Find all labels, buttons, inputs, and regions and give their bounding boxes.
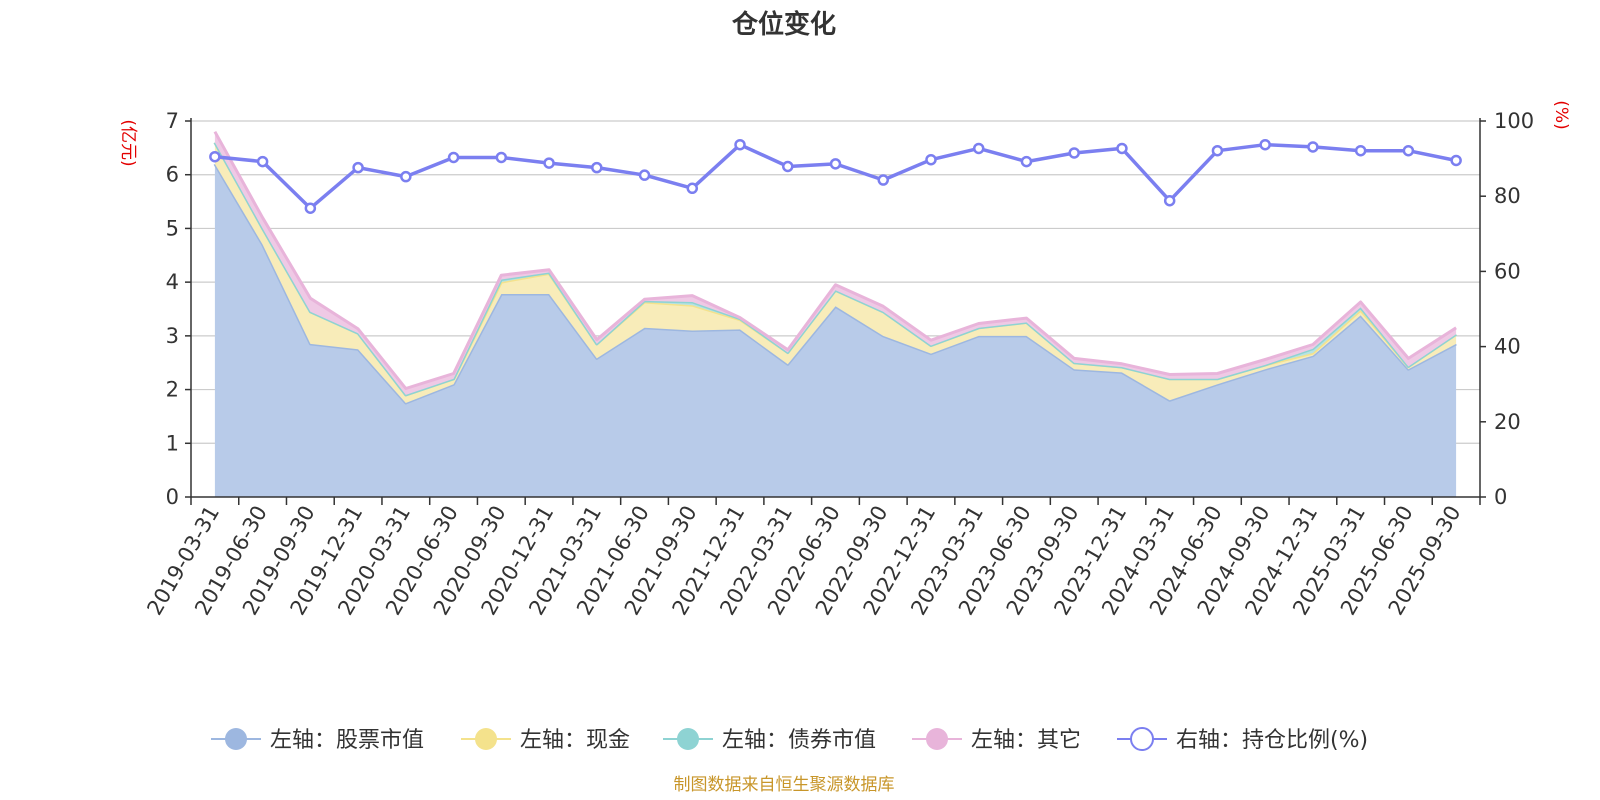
left-axis-name: (亿元)	[118, 119, 138, 166]
source-note: 制图数据来自恒生聚源数据库	[674, 775, 895, 795]
ratio-point	[1116, 142, 1128, 155]
ratio-point	[638, 169, 651, 181]
left-tick-label: 2	[166, 378, 179, 402]
ratio-point	[400, 170, 412, 183]
left-tick-label: 1	[166, 431, 179, 455]
ratio-point	[1450, 154, 1462, 167]
legend-marker	[677, 728, 699, 750]
ratio-point	[734, 138, 746, 151]
legend-label: 左轴：其它	[971, 728, 1081, 753]
ratio-point	[447, 151, 460, 164]
right-axis-name: (%)	[1551, 100, 1571, 129]
ratio-point	[1354, 144, 1367, 157]
right-tick-label: 20	[1494, 410, 1521, 434]
ratio-point	[877, 174, 889, 186]
ratio-point	[1068, 147, 1080, 159]
right-tick-label: 60	[1494, 259, 1521, 283]
ratio-point	[829, 158, 842, 170]
legend-marker	[1130, 727, 1154, 751]
ratio-point	[352, 161, 364, 174]
ratio-point	[1163, 194, 1176, 207]
area-line-左轴：其它	[213, 130, 1457, 390]
left-tick-label: 6	[166, 163, 179, 187]
ratio-point	[304, 202, 317, 214]
right-tick-label: 80	[1494, 184, 1521, 208]
ratio-point	[686, 182, 699, 195]
ratio-point	[543, 157, 555, 169]
ratio-point	[591, 161, 603, 174]
left-tick-label: 3	[166, 324, 179, 348]
ratio-point	[209, 150, 221, 163]
ratio-point	[256, 155, 269, 168]
ratio-point	[1020, 155, 1033, 168]
ratio-point	[972, 142, 985, 155]
right-tick-label: 40	[1494, 335, 1521, 359]
legend-label: 左轴：债券市值	[722, 728, 876, 753]
ratio-point	[495, 151, 508, 164]
legend-marker	[225, 728, 247, 750]
holding-ratio-series	[209, 138, 1462, 214]
ratio-point	[1259, 138, 1271, 151]
ratio-point	[782, 160, 794, 173]
left-tick-label: 7	[166, 109, 179, 133]
legend-label: 右轴：持仓比例(%)	[1176, 728, 1368, 753]
right-tick-label: 100	[1494, 109, 1534, 133]
ratio-point	[1402, 144, 1415, 157]
left-tick-label: 4	[166, 270, 179, 294]
ratio-point	[1307, 141, 1319, 153]
left-tick-label: 5	[166, 216, 179, 240]
right-tick-label: 0	[1494, 485, 1507, 509]
legend-label: 左轴：现金	[520, 728, 630, 753]
ratio-point	[925, 153, 937, 166]
legend-marker	[475, 728, 497, 750]
ratio-point	[1211, 144, 1224, 157]
area-左轴：股票市值	[214, 164, 1457, 497]
legend: 左轴：股票市值 左轴：现金 左轴：债券市值 左轴：其它 右轴：持仓比例(%)	[211, 727, 1368, 753]
legend-label: 左轴：股票市值	[270, 728, 424, 753]
stacked-areas	[213, 130, 1457, 497]
left-tick-label: 0	[166, 485, 179, 509]
legend-marker	[926, 728, 948, 750]
chart-title: 仓位变化	[731, 9, 836, 40]
